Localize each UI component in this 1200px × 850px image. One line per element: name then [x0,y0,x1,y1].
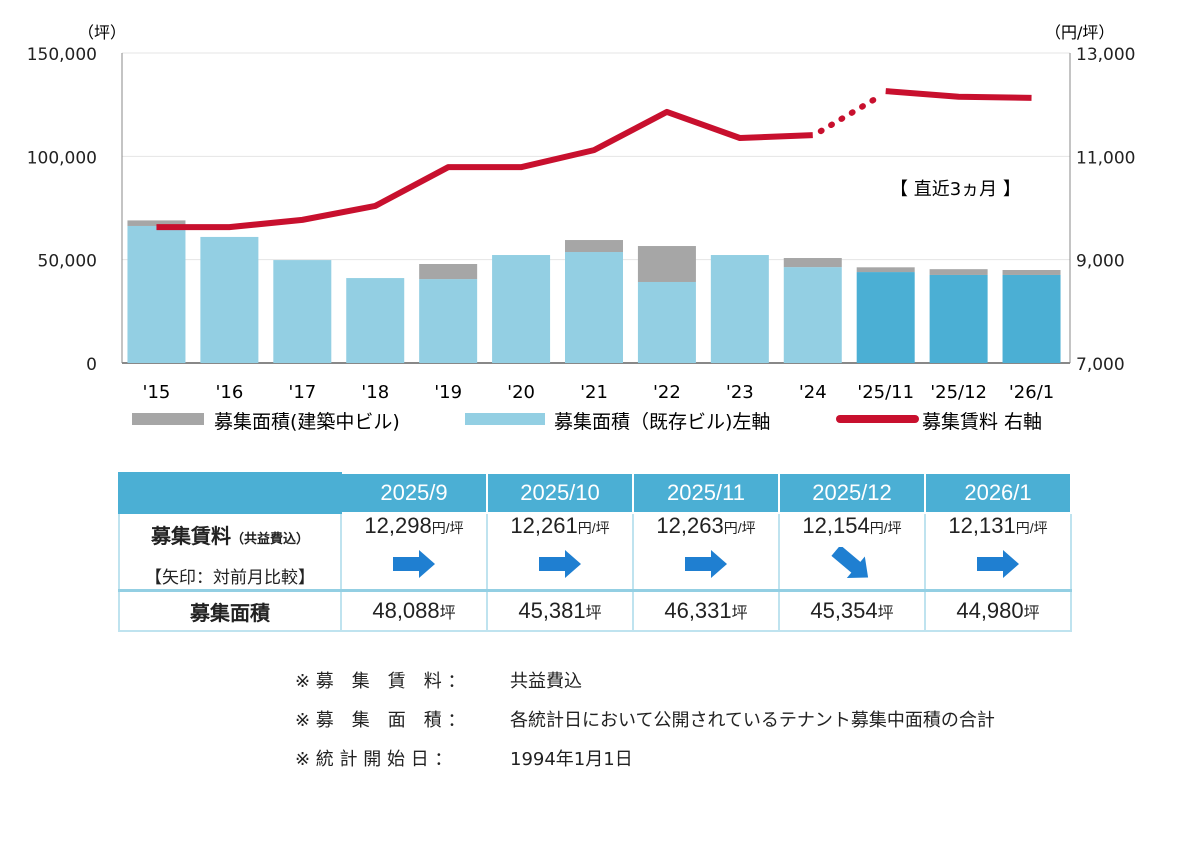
recent-annotation: 【 直近3ヵ月 】 [890,179,1021,200]
area-cell: 45,381坪 [486,589,634,632]
bar-construction [127,220,186,226]
x-tick-label: '19 [434,382,462,403]
area-cell: 48,088坪 [340,589,488,632]
rent-line [156,108,813,231]
x-tick-label: '24 [799,382,827,403]
area-cell: 46,331坪 [632,589,780,632]
left-tick-label: 0 [86,355,97,375]
x-tick-label: '15 [143,382,171,403]
x-tick-label: '25/12 [930,382,987,403]
area-label: 募集面積 [118,589,342,632]
arrow-right-icon [977,550,1019,578]
note-line: ※ 統 計 開 始 日 ： 1994年1月1日 [295,749,633,770]
x-tick-label: '22 [653,382,681,403]
rent-line-recent [885,88,1032,101]
bar-existing [419,279,478,363]
arrow-right-icon [539,550,581,578]
legend-swatch-existing [465,413,545,425]
notes: ※ 募 集 賃 料 ：共益費込 ※ 募 集 面 積 ：各統計日において公開されてい… [295,662,995,779]
right-tick-label: 9,000 [1076,252,1125,272]
bar-existing [783,267,842,363]
bar-construction [929,269,988,275]
rent-cell: 12,263円/坪 [632,512,780,592]
left-tick-label: 150,000 [27,45,97,65]
note-line: ※ 募 集 面 積 ：各統計日において公開されているテナント募集中面積の合計 [295,710,995,731]
area-cell: 45,354坪 [778,589,926,632]
x-tick-label: '25/11 [857,382,914,403]
area-cell: 44,980坪 [924,589,1072,632]
bar-existing [565,252,623,363]
bar-existing [273,260,332,363]
bar-existing [929,274,988,363]
left-tick-label: 50,000 [38,252,97,272]
legend-label-rent: 募集賃料 右軸 [922,411,1042,433]
note-line: ※ 募 集 賃 料 ：共益費込 [295,671,582,692]
bar-existing [710,255,769,363]
x-tick-label: '20 [507,382,535,403]
summary-table: 2025/9 2025/10 2025/11 2025/12 2026/1 募集賃料（共… [118,472,1072,632]
bar-construction [565,240,623,253]
bar-construction [783,258,842,268]
arrow-right-icon [685,550,727,578]
bar-construction [419,264,478,280]
x-tick-label: '23 [726,382,754,403]
x-tick-label: '26/1 [1009,382,1054,403]
x-tick-label: '21 [580,382,608,403]
x-tick-label: '18 [361,382,389,403]
arrow-right-icon [393,550,435,578]
bar-construction [1002,270,1061,275]
column-header: 2026/1 [924,472,1072,514]
left-tick-label: 100,000 [27,148,97,168]
bar-existing [856,272,915,363]
bar-existing [346,278,405,363]
column-header: 2025/10 [486,472,634,514]
rent-cell: 12,298円/坪 [340,512,488,592]
right-tick-label: 7,000 [1076,355,1125,375]
legend-swatch-construction [132,413,204,425]
right-tick-label: 11,000 [1076,148,1135,168]
rent-label-cell: 募集賃料（共益費込） 【矢印：対前月比較】 [118,512,342,592]
column-header: 2025/12 [778,472,926,514]
chart: 0 7,000 50,000 9,000 100,000 11,000 150,000 13,… [27,23,1136,433]
legend-label-existing: 募集面積（既存ビル)左軸 [554,411,770,433]
x-tick-label: '17 [288,382,316,403]
bar-construction [637,246,696,282]
bar-existing [492,255,551,363]
bar-existing [1002,274,1061,363]
right-tick-label: 13,000 [1076,45,1135,65]
right-unit-label: （円/坪） [1045,23,1114,42]
bar-existing [200,236,259,363]
arrow-label: 【矢印：対前月比較】 [145,567,315,587]
bar-existing [637,281,696,363]
rent-cell: 12,261円/坪 [486,512,634,592]
legend-label-construction: 募集面積(建築中ビル) [214,411,400,433]
rent-label: 募集賃料 [150,525,231,548]
rent-line-dotted [817,92,885,135]
column-header: 2025/9 [340,472,488,514]
column-header: 2025/11 [632,472,780,514]
bar-construction [856,267,915,273]
x-tick-label: '16 [215,382,243,403]
bar-existing [127,225,186,363]
rent-sub: （共益費込） [230,530,309,546]
rent-cell: 12,154円/坪 [778,512,926,592]
rent-cell: 12,131円/坪 [924,512,1072,592]
left-unit-label: （坪） [78,23,126,42]
arrow-down-right-icon [831,545,869,578]
